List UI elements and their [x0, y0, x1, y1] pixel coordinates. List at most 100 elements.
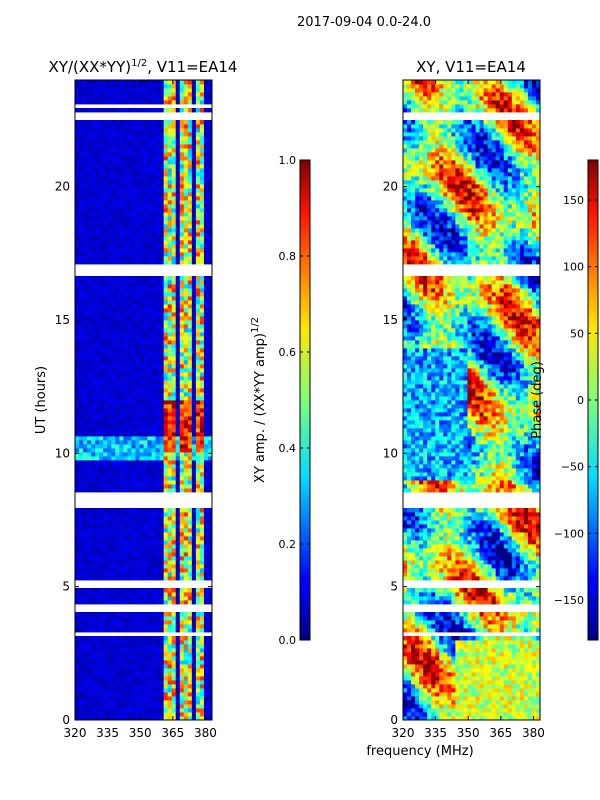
- heatmap-cell: [183, 532, 189, 537]
- heatmap-cell: [171, 656, 177, 661]
- heatmap-cell: [187, 212, 193, 217]
- heatmap-cell: [167, 440, 173, 445]
- heatmap-cell: [143, 192, 148, 197]
- heatmap-cell: [147, 180, 152, 185]
- heatmap-cell: [159, 516, 165, 521]
- heatmap-cell: [147, 400, 152, 405]
- heatmap-cell: [207, 168, 213, 173]
- heatmap-cell: [103, 424, 108, 429]
- heatmap-cell: [103, 308, 108, 313]
- heatmap-cell: [87, 228, 92, 233]
- heatmap-cell: [131, 312, 136, 317]
- heatmap-cell: [131, 440, 136, 445]
- heatmap-cell: [147, 372, 152, 377]
- heatmap-cell: [203, 600, 209, 605]
- heatmap-cell: [195, 476, 201, 481]
- heatmap-cell: [91, 232, 96, 237]
- heatmap-cell: [111, 696, 116, 701]
- heatmap-cell: [119, 132, 124, 137]
- heatmap-cell: [171, 624, 177, 629]
- heatmap-cell: [95, 684, 100, 689]
- heatmap-cell: [207, 636, 213, 641]
- heatmap-cell: [167, 316, 173, 321]
- heatmap-cell: [79, 596, 84, 601]
- heatmap-cell: [163, 400, 169, 405]
- heatmap-cell: [127, 324, 132, 329]
- heatmap-cell: [155, 108, 161, 113]
- heatmap-cell: [147, 636, 152, 641]
- heatmap-cell: [139, 536, 144, 541]
- heatmap-cell: [139, 620, 144, 625]
- heatmap-cell: [151, 412, 156, 417]
- heatmap-cell: [127, 552, 132, 557]
- heatmap-cell: [119, 600, 124, 605]
- heatmap-cell: [135, 568, 140, 573]
- heatmap-cell: [151, 292, 156, 297]
- heatmap-cell: [103, 180, 108, 185]
- heatmap-cell: [91, 296, 96, 301]
- heatmap-cell: [111, 368, 116, 373]
- heatmap-cell: [159, 304, 165, 309]
- heatmap-cell: [163, 672, 169, 677]
- heatmap-cell: [191, 512, 197, 517]
- heatmap-cell: [131, 176, 136, 181]
- heatmap-cell: [179, 668, 185, 673]
- heatmap-cell: [131, 708, 136, 713]
- heatmap-cell: [155, 392, 161, 397]
- heatmap-cell: [107, 508, 112, 513]
- heatmap-cell: [207, 716, 213, 721]
- heatmap-cell: [143, 284, 148, 289]
- heatmap-cell: [123, 560, 128, 565]
- heatmap-cell: [175, 408, 181, 413]
- heatmap-cell: [99, 640, 104, 645]
- heatmap-cell: [107, 348, 112, 353]
- heatmap-cell: [175, 672, 181, 677]
- heatmap-cell: [147, 456, 152, 461]
- heatmap-cell: [131, 688, 136, 693]
- heatmap-cell: [203, 480, 209, 485]
- heatmap-cell: [147, 92, 152, 97]
- heatmap-cell: [171, 380, 177, 385]
- heatmap-cell: [79, 380, 84, 385]
- heatmap-cell: [167, 568, 173, 573]
- heatmap-cell: [107, 284, 112, 289]
- heatmap-cell: [123, 488, 128, 493]
- heatmap-cell: [203, 508, 209, 513]
- heatmap-cell: [115, 376, 120, 381]
- heatmap-cell: [131, 400, 136, 405]
- heatmap-cell: [143, 644, 148, 649]
- heatmap-cell: [115, 228, 120, 233]
- heatmap-cell: [159, 380, 165, 385]
- heatmap-cell: [119, 480, 124, 485]
- heatmap-cell: [87, 420, 92, 425]
- heatmap-cell: [155, 536, 161, 541]
- heatmap-cell: [127, 592, 132, 597]
- heatmap-cell: [163, 436, 169, 441]
- heatmap-cell: [155, 540, 161, 545]
- heatmap-cell: [91, 444, 96, 449]
- heatmap-cell: [199, 676, 205, 681]
- heatmap-cell: [163, 684, 169, 689]
- heatmap-cell: [167, 376, 173, 381]
- heatmap-cell: [207, 308, 213, 313]
- heatmap-cell: [103, 196, 108, 201]
- heatmap-cell: [151, 452, 156, 457]
- heatmap-cell: [119, 92, 124, 97]
- heatmap-cell: [159, 124, 165, 129]
- heatmap-cell: [95, 400, 100, 405]
- heatmap-cell: [199, 416, 205, 421]
- heatmap-cell: [175, 332, 181, 337]
- heatmap-cell: [183, 304, 189, 309]
- heatmap-cell: [127, 312, 132, 317]
- heatmap-cell: [83, 532, 88, 537]
- heatmap-cell: [139, 188, 144, 193]
- heatmap-cell: [175, 364, 181, 369]
- heatmap-cell: [119, 164, 124, 169]
- heatmap-cell: [175, 472, 181, 477]
- heatmap-cell: [95, 368, 100, 373]
- heatmap-cell: [99, 708, 104, 713]
- heatmap-cell: [123, 588, 128, 593]
- heatmap-cell: [143, 332, 148, 337]
- heatmap-cell: [155, 508, 161, 513]
- heatmap-cell: [155, 80, 161, 85]
